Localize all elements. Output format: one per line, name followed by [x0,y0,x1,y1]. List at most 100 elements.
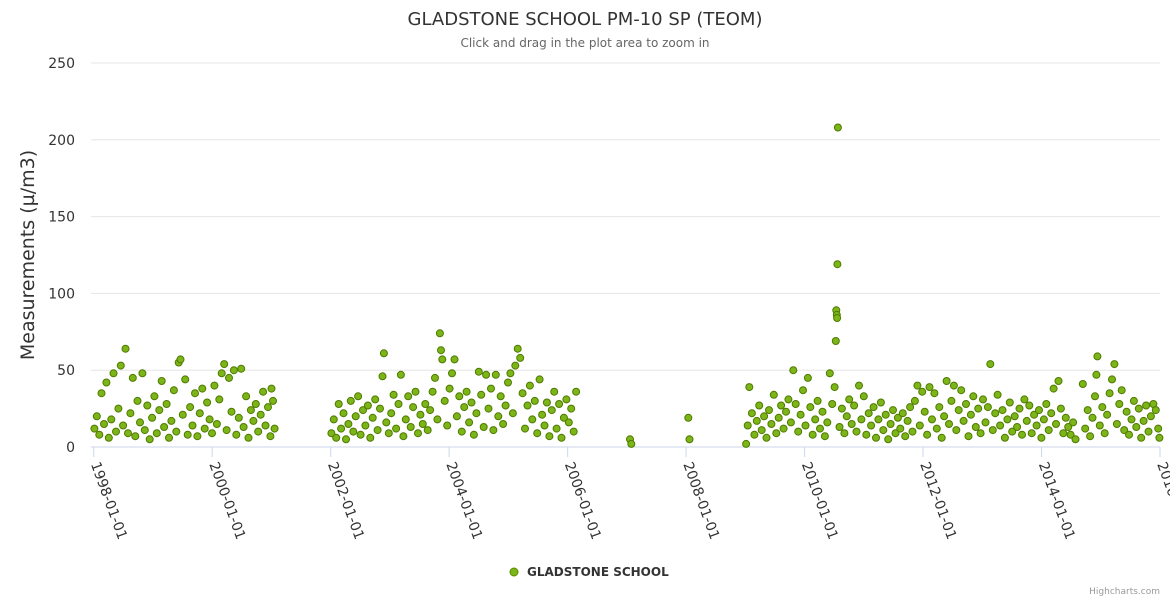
data-point[interactable] [796,410,805,419]
data-point[interactable] [339,409,348,418]
data-point[interactable] [327,429,336,438]
data-point[interactable] [92,412,101,421]
data-point[interactable] [772,429,781,438]
data-point[interactable] [1098,403,1107,412]
data-point[interactable] [1120,426,1129,435]
data-point[interactable] [251,400,260,408]
data-point[interactable] [918,387,927,396]
data-point[interactable] [915,421,924,430]
data-point[interactable] [329,415,338,424]
data-point[interactable] [991,409,1000,418]
data-point[interactable] [1132,423,1141,431]
data-point[interactable] [267,384,276,393]
data-point[interactable] [368,413,377,422]
data-point[interactable] [1064,423,1073,431]
data-point[interactable] [1083,406,1092,415]
data-point[interactable] [516,353,525,362]
data-point[interactable] [521,424,529,433]
data-point[interactable] [431,373,439,382]
data-point[interactable] [930,389,939,398]
data-point[interactable] [913,381,922,390]
data-point[interactable] [489,426,498,435]
data-point[interactable] [752,416,761,425]
data-point[interactable] [212,420,221,428]
data-point[interactable] [152,429,161,438]
data-point[interactable] [148,413,157,422]
data-point[interactable] [850,401,859,410]
data-point[interactable] [559,413,568,422]
data-point[interactable] [1054,377,1063,385]
data-point[interactable] [97,389,106,398]
data-point[interactable] [452,412,461,421]
data-point[interactable] [867,421,876,430]
data-point[interactable] [857,415,866,424]
data-point[interactable] [344,420,353,428]
data-point[interactable] [100,420,108,428]
data-point[interactable] [533,429,542,438]
data-point[interactable] [121,344,130,353]
data-point[interactable] [384,429,393,438]
data-point[interactable] [227,407,236,416]
data-point[interactable] [208,429,216,438]
data-point[interactable] [354,392,363,401]
data-point[interactable] [376,404,384,413]
data-point[interactable] [249,416,258,425]
data-point[interactable] [685,435,694,444]
data-point[interactable] [954,406,963,415]
data-point[interactable] [823,418,832,427]
data-point[interactable] [557,433,566,442]
data-point[interactable] [1020,395,1029,404]
data-point[interactable] [920,407,929,416]
data-point[interactable] [830,383,839,392]
data-point[interactable] [1093,352,1102,361]
data-point[interactable] [542,398,551,407]
data-point[interactable] [869,403,878,412]
data-point[interactable] [401,415,410,424]
data-point[interactable] [840,429,849,438]
data-point[interactable] [784,395,793,404]
data-point[interactable] [95,430,104,439]
data-point[interactable] [460,403,469,412]
data-point[interactable] [1151,406,1160,415]
data-point[interactable] [799,386,807,395]
data-point[interactable] [145,435,154,444]
data-point[interactable] [901,432,910,441]
data-point[interactable] [448,369,456,378]
data-point[interactable] [116,361,125,370]
data-point[interactable] [256,410,265,419]
data-point[interactable] [215,395,224,404]
data-point[interactable] [837,404,846,413]
data-point[interactable] [155,406,164,415]
data-point[interactable] [1100,429,1109,438]
data-point[interactable] [264,403,272,412]
data-point[interactable] [499,420,508,428]
data-point[interactable] [261,421,270,430]
data-point[interactable] [969,392,978,401]
data-point[interactable] [1154,424,1163,433]
data-point[interactable] [496,392,505,401]
data-point[interactable] [244,433,253,442]
data-point[interactable] [389,390,398,399]
data-point[interactable] [188,421,197,430]
data-point[interactable] [491,370,500,379]
data-point[interactable] [1059,429,1068,438]
data-point[interactable] [387,409,396,418]
data-point[interactable] [193,432,202,441]
data-point[interactable] [128,373,137,382]
data-point[interactable] [833,260,842,269]
data-point[interactable] [833,123,842,132]
data-point[interactable] [1117,386,1126,395]
data-point[interactable] [1047,409,1056,418]
data-point[interactable] [186,403,195,412]
data-point[interactable] [816,424,824,433]
data-point[interactable] [964,432,973,441]
plot-area[interactable] [91,63,1160,447]
data-point[interactable] [246,406,255,415]
data-point[interactable] [966,410,975,419]
data-point[interactable] [1000,433,1009,442]
data-point[interactable] [1091,392,1099,401]
data-point[interactable] [443,421,452,430]
data-point[interactable] [864,409,873,418]
